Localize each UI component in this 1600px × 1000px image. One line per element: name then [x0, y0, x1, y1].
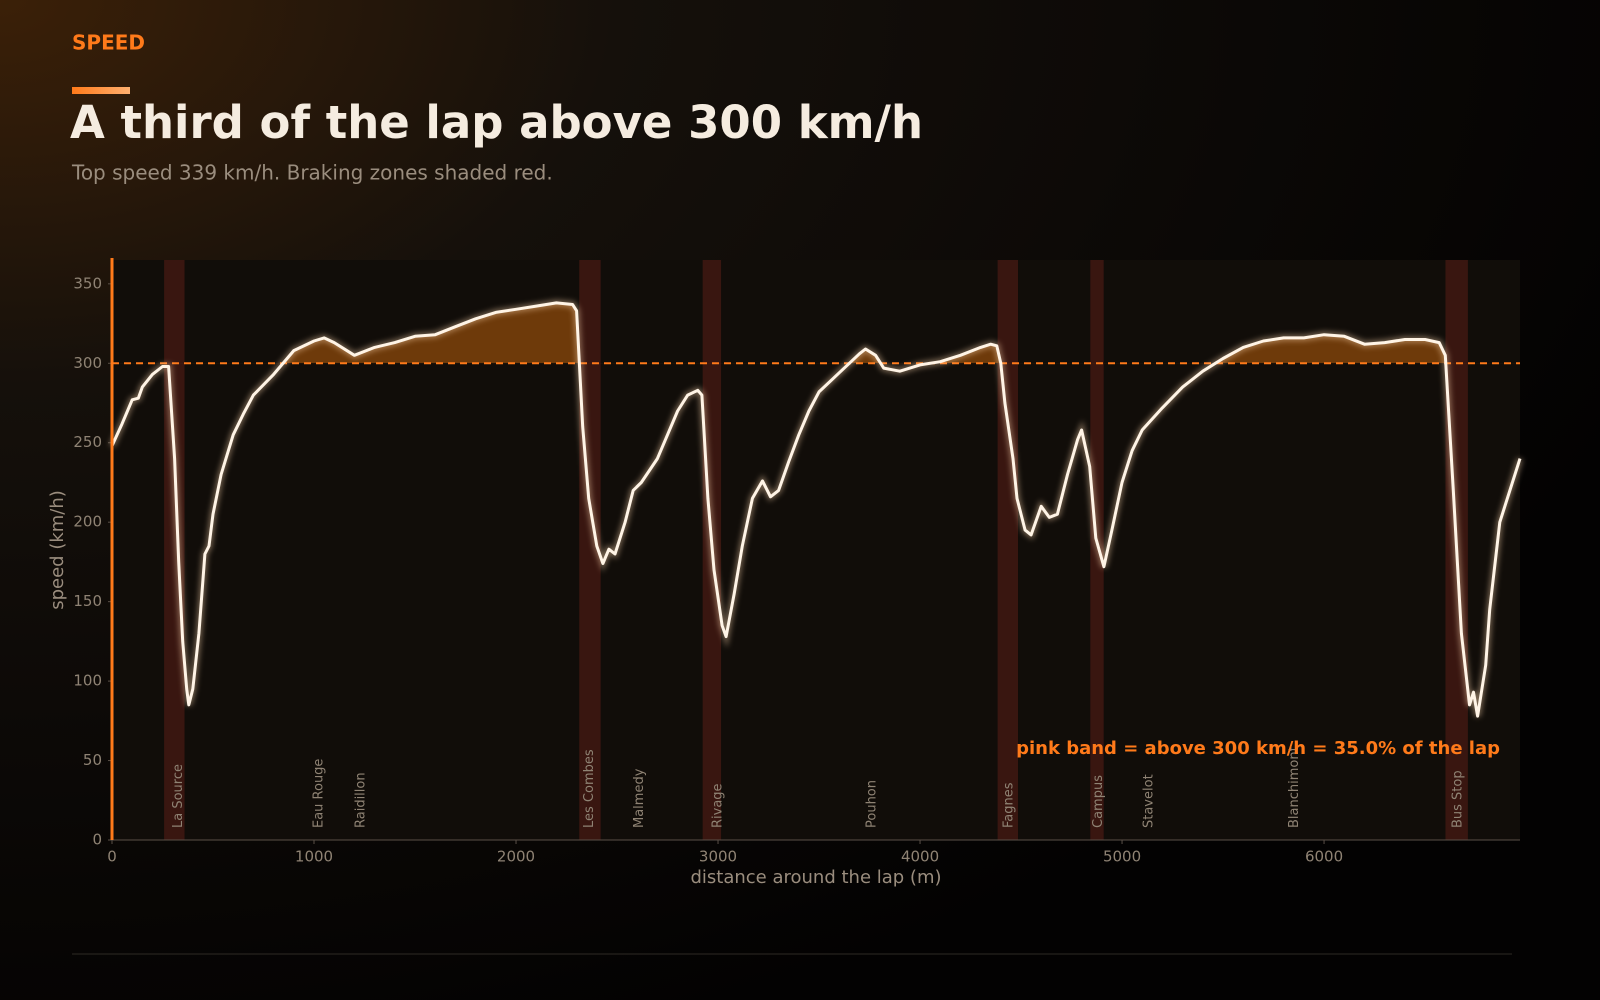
y-tick-label: 50 — [83, 751, 102, 769]
annotation: pink band = above 300 km/h = 35.0% of th… — [1016, 738, 1500, 759]
braking-zone — [997, 260, 1019, 840]
kicker: SPEED — [72, 31, 145, 55]
subtitle: Top speed 339 km/h. Braking zones shaded… — [71, 161, 553, 185]
speed-line — [110, 301, 1522, 718]
braking-zone — [164, 260, 185, 840]
braking-zone — [579, 260, 601, 840]
y-tick-label: 250 — [73, 433, 102, 451]
y-tick-label: 150 — [73, 592, 102, 610]
chart-title: A third of the lap above 300 km/h — [70, 96, 923, 149]
corner-label: Blanchimont — [1287, 746, 1302, 828]
corner-label: Pouhon — [865, 780, 880, 828]
y-tick-label: 0 — [92, 831, 102, 849]
corner-label: Campus — [1091, 775, 1106, 828]
corner-label: Les Combes — [582, 749, 597, 828]
x-tick-label: 5000 — [1103, 848, 1141, 866]
corner-label: Bus Stop — [1450, 770, 1465, 828]
corner-label: Fagnes — [1001, 782, 1016, 828]
x-tick-label: 0 — [107, 848, 117, 866]
corner-label: Raidillon — [354, 772, 369, 828]
x-axis-label: distance around the lap (m) — [690, 867, 941, 888]
corner-label: La Source — [171, 764, 186, 828]
y-tick-label: 100 — [73, 672, 102, 690]
area-above-threshold — [283, 302, 1446, 364]
x-tick-label: 1000 — [295, 848, 333, 866]
x-tick-label: 6000 — [1305, 848, 1343, 866]
y-tick-label: 350 — [73, 274, 102, 292]
x-tick-label: 4000 — [901, 848, 939, 866]
y-tick-label: 200 — [73, 513, 102, 531]
plot: 0 50 100 150 200 250 300 350 0 1000 2000 3000 4000 50… — [47, 258, 1523, 888]
corner-label: Eau Rouge — [312, 759, 327, 828]
corner-label: Stavelot — [1141, 774, 1156, 828]
corner-label: Malmedy — [632, 768, 647, 828]
y-axis-label: speed (km/h) — [47, 490, 68, 610]
accent-bar — [72, 87, 130, 94]
x-tick-label: 3000 — [699, 848, 737, 866]
y-tick-label: 300 — [73, 354, 102, 372]
corner-label: Rivage — [711, 783, 726, 828]
x-tick-label: 2000 — [497, 848, 535, 866]
